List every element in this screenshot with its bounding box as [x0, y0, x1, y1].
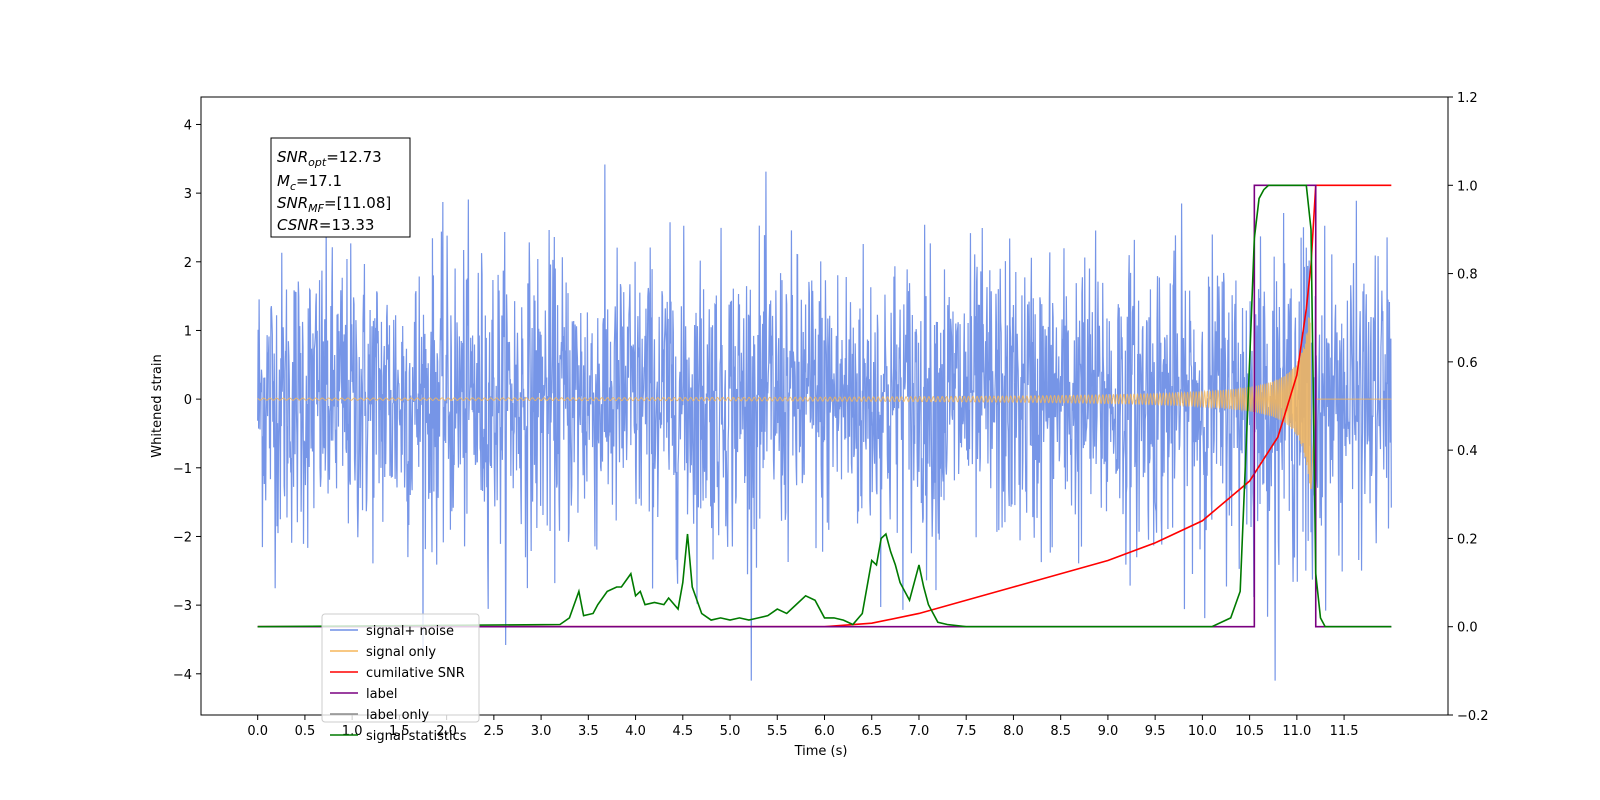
- y2-tick-label: 0.4: [1457, 444, 1478, 459]
- x-tick-label: 6.0: [814, 724, 835, 739]
- x-tick-label: 0.5: [295, 724, 316, 739]
- legend-label: signal statistics: [366, 729, 467, 744]
- y-axis-ticks: −4 −3 −2 −1 0 1 2 3 4: [173, 118, 201, 683]
- x-tick-label: 11.5: [1330, 724, 1359, 739]
- y2-tick-label: −0.2: [1457, 709, 1489, 724]
- y2-tick-label: 0.8: [1457, 268, 1478, 283]
- stats-mc: Mc=17.1: [277, 172, 342, 193]
- legend-label: label only: [366, 708, 429, 723]
- legend: signal+ noise signal only cumilative SNR la…: [321, 613, 480, 744]
- x-tick-label: 0.0: [247, 724, 268, 739]
- series-line-signal-only: [257, 317, 1392, 490]
- x-tick-label: 6.5: [861, 724, 882, 739]
- stats-csnr: CSNR=13.33: [277, 216, 374, 234]
- x-tick-label: 8.5: [1050, 724, 1071, 739]
- stats-box-frame: [270, 137, 411, 238]
- legend-label: signal+ noise: [366, 624, 454, 639]
- legend-label: cumilative SNR: [366, 666, 465, 681]
- x-tick-label: 3.5: [578, 724, 599, 739]
- x-tick-label: 8.0: [1003, 724, 1024, 739]
- y-tick-label: 1: [184, 324, 192, 339]
- y2-tick-label: 1.0: [1457, 179, 1478, 194]
- series-line-signal-noise: [257, 164, 1392, 681]
- x-tick-label: 1.0: [342, 724, 363, 739]
- series-overlays: [257, 184, 1392, 628]
- x-tick-label: 5.0: [720, 724, 741, 739]
- series-signal-noise: [257, 164, 1392, 681]
- legend-label: signal only: [366, 645, 436, 660]
- y-tick-label: −3: [173, 599, 192, 614]
- y2-tick-label: 0.6: [1457, 356, 1478, 371]
- x-tick-label: 4.5: [672, 724, 693, 739]
- y-tick-label: 4: [184, 118, 192, 133]
- stats-snr-opt: SNRopt=12.73: [277, 148, 382, 169]
- y-tick-label: 0: [184, 393, 192, 408]
- x-tick-label: 10.0: [1188, 724, 1217, 739]
- x-tick-label: 9.5: [1145, 724, 1166, 739]
- x-tick-label: 9.0: [1098, 724, 1119, 739]
- series-signal-only: [257, 317, 1392, 490]
- x-tick-label: 1.5: [389, 724, 410, 739]
- stats-box: SNRopt=12.73 Mc=17.1 SNRMF=[11.08] CSNR=…: [270, 137, 411, 238]
- y2-axis-ticks: −0.2 0.0 0.2 0.4 0.6 0.8 1.0 1.2: [1448, 91, 1489, 724]
- y-tick-label: −2: [173, 530, 192, 545]
- x-tick-label: 3.0: [531, 724, 552, 739]
- y-tick-label: −4: [173, 668, 192, 683]
- x-axis-label: Time (s): [794, 744, 848, 759]
- series-line-label: [257, 184, 1392, 628]
- y2-tick-label: 0.0: [1457, 621, 1478, 636]
- x-tick-label: 7.0: [909, 724, 930, 739]
- series-line-cumilative-snr: [257, 184, 1392, 628]
- y-tick-label: −1: [173, 462, 192, 477]
- x-tick-label: 10.5: [1235, 724, 1264, 739]
- y-tick-label: 3: [184, 187, 192, 202]
- x-tick-label: 4.0: [625, 724, 646, 739]
- x-tick-label: 11.0: [1282, 724, 1311, 739]
- x-tick-label: 2.5: [484, 724, 505, 739]
- series-line-signal-statistics: [257, 184, 1392, 628]
- plot-area: [257, 164, 1392, 681]
- x-tick-label: 7.5: [956, 724, 977, 739]
- y-tick-label: 2: [184, 256, 192, 271]
- x-tick-label: 5.5: [767, 724, 788, 739]
- y2-tick-label: 1.2: [1457, 91, 1478, 106]
- y2-tick-label: 0.2: [1457, 532, 1478, 547]
- stats-snr-mf: SNRMF=[11.08]: [277, 194, 391, 215]
- y-axis-label: Whitened strain: [150, 354, 165, 457]
- legend-label: label: [366, 687, 397, 702]
- legend-frame: [321, 613, 480, 723]
- x-tick-label: 2.0: [436, 724, 457, 739]
